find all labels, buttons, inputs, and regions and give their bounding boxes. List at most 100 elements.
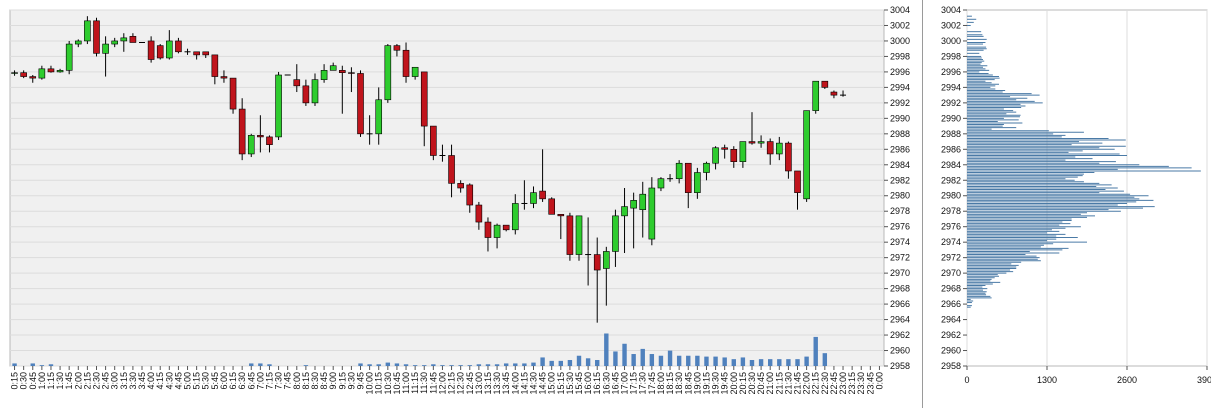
x-tick-label: 15:15 — [556, 372, 566, 395]
profile-y-tick-label: 2974 — [941, 237, 961, 247]
x-tick-label: 7:15 — [264, 372, 274, 390]
x-tick-label: 13:30 — [492, 372, 502, 395]
x-tick-label: 21:15 — [774, 372, 784, 395]
candle-body — [393, 45, 401, 51]
x-tick-label: 8:45 — [319, 372, 329, 390]
x-tick-label: 23:15 — [847, 372, 857, 395]
candle-body — [84, 20, 91, 42]
volume-bar — [631, 354, 636, 366]
volume-bar — [622, 343, 627, 366]
profile-y-tick-label: 2988 — [941, 129, 961, 139]
candle-body — [657, 178, 665, 189]
volume-bar — [467, 365, 472, 366]
y-tick-label: 2974 — [890, 237, 910, 247]
profile-y-tick-label: 2984 — [941, 160, 961, 170]
volume-bar — [440, 365, 445, 366]
volume-bar — [576, 355, 582, 366]
x-tick-label: 14:30 — [528, 372, 538, 395]
volume-bar — [267, 364, 272, 366]
candle-body — [457, 183, 464, 189]
volume-bar — [786, 359, 791, 366]
y-tick-label: 3002 — [890, 20, 910, 30]
x-tick-label: 12:00 — [437, 372, 447, 395]
y-tick-label: 2996 — [890, 67, 910, 77]
profile-y-tick-label: 2982 — [941, 175, 961, 185]
x-tick-label: 19:30 — [711, 372, 721, 395]
candle-body — [266, 136, 273, 145]
x-tick-label: 13:00 — [474, 372, 484, 395]
candle-body — [384, 45, 392, 101]
candle-body — [593, 254, 601, 271]
candle-body — [302, 85, 310, 104]
x-tick-label: 1:45 — [64, 372, 74, 390]
candle-body — [320, 70, 328, 80]
x-tick-label: 13:45 — [501, 372, 511, 395]
candle-body — [448, 155, 455, 184]
y-tick-label: 2984 — [890, 160, 910, 170]
candle-body — [757, 141, 765, 144]
x-tick-label: 7:30 — [274, 372, 284, 390]
candle-body — [357, 73, 364, 135]
x-tick-label: 3:30 — [128, 372, 138, 390]
x-tick-label: 4:15 — [155, 372, 165, 390]
candle-body — [275, 74, 282, 138]
x-tick-label: 13:15 — [483, 372, 493, 395]
x-tick-label: 18:00 — [656, 372, 666, 395]
candle-body — [129, 36, 137, 43]
x-tick-label: 9:00 — [328, 372, 338, 390]
volume-bar — [385, 362, 391, 366]
candle-body — [329, 65, 337, 71]
profile-y-tick-label: 2980 — [941, 191, 961, 201]
volume-bar — [358, 363, 363, 366]
x-tick-label: 10:15 — [374, 372, 384, 395]
volume-bar — [813, 336, 818, 366]
candle-body — [502, 224, 510, 231]
volume-bar — [376, 364, 381, 366]
candle-body — [575, 215, 583, 255]
volume-bar — [422, 365, 427, 366]
volume-bar — [249, 363, 254, 366]
y-tick-label: 2960 — [890, 346, 910, 356]
volume-bar — [795, 359, 800, 366]
volume-bar — [695, 355, 700, 366]
x-tick-label: 23:45 — [865, 372, 875, 395]
profile-y-tick-label: 2996 — [941, 67, 961, 77]
volume-bar — [740, 357, 746, 366]
volume-bar — [822, 353, 828, 366]
candle-body — [402, 49, 410, 77]
y-tick-label: 2970 — [890, 268, 910, 278]
x-tick-label: 23:30 — [856, 372, 866, 395]
x-tick-label: 4:45 — [173, 372, 183, 390]
candle-body — [566, 215, 574, 255]
candle-body — [803, 110, 810, 200]
x-tick-label: 5:45 — [210, 372, 220, 390]
y-tick-label: 2958 — [890, 361, 910, 371]
x-tick-label: 21:00 — [765, 372, 775, 395]
candle-body — [630, 200, 637, 209]
x-tick-label: 20:45 — [756, 372, 766, 395]
x-tick-label: 10:30 — [383, 372, 393, 395]
x-tick-label: 7:45 — [283, 372, 293, 390]
profile-y-tick-label: 2970 — [941, 268, 961, 278]
x-tick-label: 18:30 — [674, 372, 684, 395]
volume-bar — [613, 351, 618, 366]
x-tick-label: 17:30 — [638, 372, 648, 395]
x-tick-label: 5:15 — [192, 372, 202, 390]
x-tick-label: 22:30 — [820, 372, 830, 395]
y-tick-label: 2994 — [890, 82, 910, 92]
y-tick-label: 2964 — [890, 315, 910, 325]
x-tick-label: 3:45 — [137, 372, 147, 390]
x-tick-label: 14:45 — [538, 372, 548, 395]
volume-bar — [394, 363, 400, 366]
x-tick-label: 18:15 — [665, 372, 675, 395]
x-tick-label: 22:00 — [802, 372, 812, 395]
candle-body — [748, 141, 756, 144]
candle-body — [38, 68, 46, 79]
x-tick-label: 1:00 — [37, 372, 47, 390]
x-tick-label: 20:30 — [747, 372, 757, 395]
candle-body — [493, 224, 501, 238]
volume-bar — [540, 357, 545, 366]
candle-body — [821, 80, 829, 88]
x-tick-label: 1:15 — [46, 372, 56, 390]
candle-body — [220, 76, 228, 79]
